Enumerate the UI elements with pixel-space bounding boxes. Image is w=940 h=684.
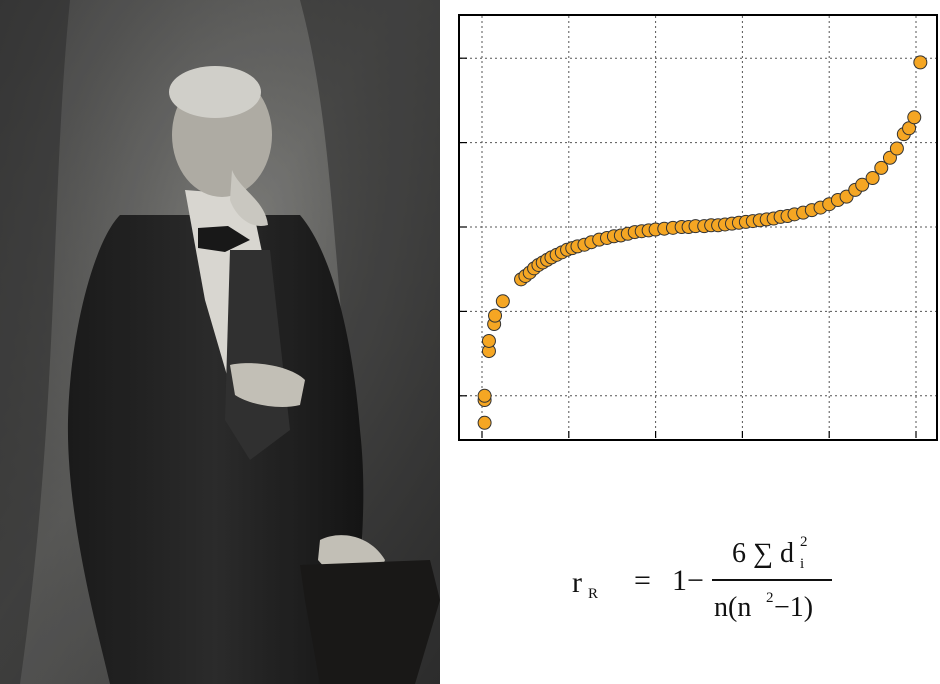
data-points bbox=[477, 55, 928, 430]
formula-equals: = bbox=[634, 564, 651, 597]
data-point bbox=[495, 294, 510, 309]
formula-numerator: 6 ∑ d bbox=[732, 538, 794, 569]
axis-ticks bbox=[460, 57, 917, 438]
data-point bbox=[481, 333, 496, 348]
data-point bbox=[874, 160, 889, 175]
scatter-chart bbox=[458, 14, 938, 441]
formula-denominator-superscript: 2 bbox=[766, 590, 774, 606]
data-point bbox=[488, 308, 503, 323]
data-point bbox=[855, 177, 870, 192]
data-point bbox=[477, 415, 492, 430]
formula-lhs: r bbox=[572, 566, 582, 599]
data-point bbox=[889, 141, 904, 156]
data-point bbox=[477, 388, 492, 403]
formula-numerator-subscript: i bbox=[800, 556, 804, 572]
portrait-photo bbox=[0, 0, 440, 684]
formula-denominator-part2: −1) bbox=[774, 592, 813, 623]
spearman-formula: r R = 1− 6 ∑ d i 2 n(n 2 −1) bbox=[572, 534, 832, 623]
formula-lhs-subscript: R bbox=[588, 586, 598, 602]
formula-numerator-superscript: 2 bbox=[800, 534, 808, 550]
formula-denominator-part1: n(n bbox=[714, 592, 751, 623]
data-point bbox=[865, 171, 880, 186]
formula-one-minus: 1− bbox=[672, 564, 704, 597]
data-point bbox=[907, 110, 922, 125]
data-point bbox=[882, 150, 897, 165]
data-point bbox=[913, 55, 928, 70]
